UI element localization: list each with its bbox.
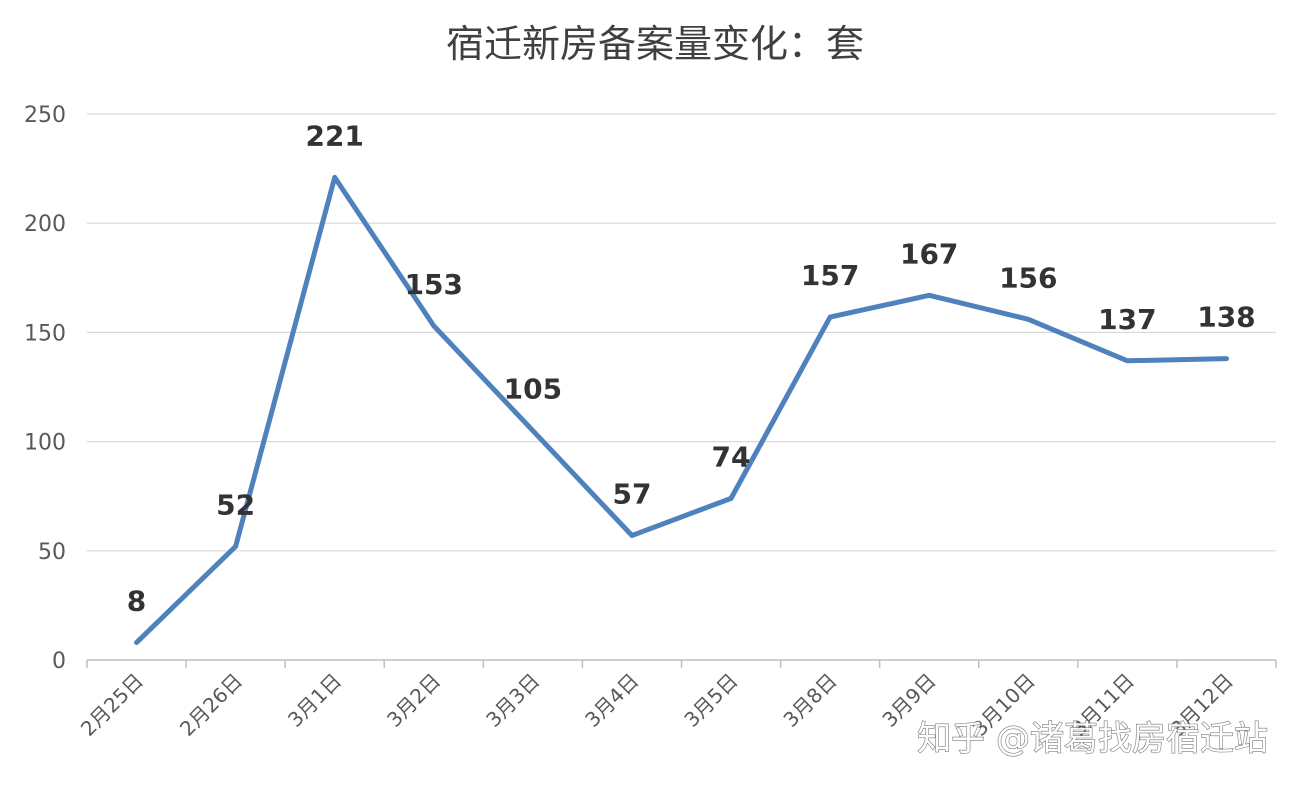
x-tick-label: 2月26日 [175, 669, 247, 741]
chart-title: 宿迁新房备案量变化：套 [446, 22, 864, 66]
data-label: 138 [1197, 301, 1255, 334]
x-tick-label: 3月5日 [679, 669, 742, 732]
data-label: 137 [1098, 303, 1156, 336]
x-tick-label: 3月4日 [580, 669, 643, 732]
data-label: 156 [999, 261, 1057, 294]
series-layer [134, 174, 1229, 646]
y-tick-label: 0 [52, 649, 66, 674]
data-label: 52 [216, 488, 255, 521]
x-tick-label: 3月1日 [283, 669, 346, 732]
data-label: 74 [712, 440, 751, 473]
y-tick-label: 100 [24, 431, 66, 456]
data-labels: 8 52 221 153 105 57 74 157 167 156 137 138 [127, 119, 1256, 617]
watermark-text: 知乎 @诸葛找房宿迁站 [917, 719, 1268, 759]
y-tick-label: 50 [38, 540, 66, 565]
y-tick-label: 150 [24, 321, 66, 346]
x-tick-label: 2月25日 [76, 669, 148, 741]
y-tick-label: 200 [24, 212, 66, 237]
gridlines [87, 113, 1276, 552]
y-tick-label: 250 [24, 103, 66, 128]
data-label: 153 [405, 268, 463, 301]
data-label: 105 [504, 373, 562, 406]
x-tick-label: 3月3日 [481, 669, 544, 732]
data-label: 8 [127, 585, 146, 618]
data-label: 221 [305, 119, 363, 152]
data-label: 167 [900, 237, 958, 270]
axes: 0 50 100 150 200 250 2月25日 2月26日 3月1日 3月2日 3月3日 3月4… [24, 103, 1277, 741]
data-label: 157 [801, 259, 859, 292]
series-line [134, 174, 1229, 646]
data-label: 57 [612, 478, 651, 511]
x-tick-label: 3月2日 [382, 669, 445, 732]
x-tick-label: 3月8日 [778, 669, 841, 732]
